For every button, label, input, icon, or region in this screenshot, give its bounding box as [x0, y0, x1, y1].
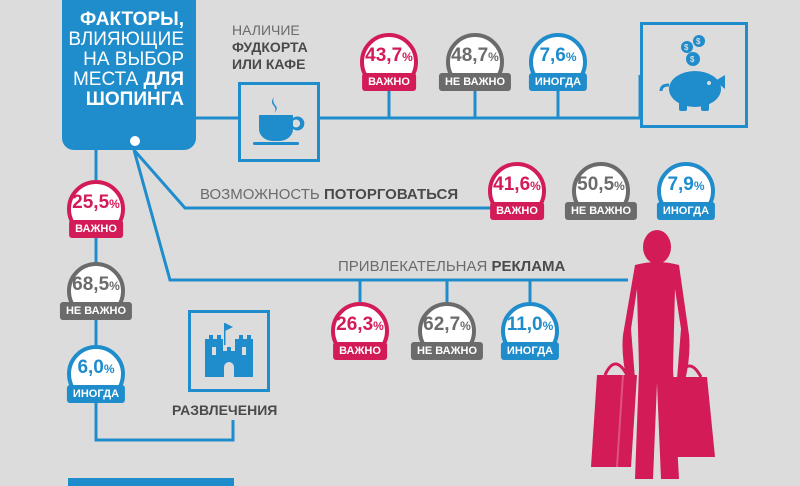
bargain-icon-frame: $ $ $ [640, 22, 748, 128]
fun-important-value: 25,5 [72, 192, 110, 213]
bargain-sometimes-bubble: 7,9% ИНОГДА [656, 162, 716, 220]
fun-not-important-bubble: 68,5% НЕ ВАЖНО [59, 262, 133, 320]
bargain-label: ВОЗМОЖНОСТЬ ПОТОРГОВАТЬСЯ [200, 186, 458, 203]
bargain-sometimes-unit: % [693, 179, 705, 193]
bargain-sometimes-tag: ИНОГДА [656, 202, 716, 220]
fun-important-tag: ВАЖНО [69, 220, 123, 238]
bargain-sometimes-value: 7,9 [667, 174, 694, 195]
coffee-cup-icon [253, 97, 305, 145]
svg-text:$: $ [684, 43, 689, 52]
fun-sometimes-bubble: 6,0% ИНОГДА [66, 345, 126, 403]
bargain-important-tag: ВАЖНО [490, 202, 544, 220]
ads-label-a: ПРИВЛЕКАТЕЛЬНАЯ [338, 258, 492, 275]
food-not-important-tag: НЕ ВАЖНО [438, 73, 512, 91]
bargain-label-a: ВОЗМОЖНОСТЬ [200, 186, 324, 203]
shopper-with-bags-icon [591, 230, 715, 479]
food-not-important-value: 48,7 [451, 45, 489, 66]
food-not-important-unit: % [488, 50, 499, 64]
food-important-unit: % [402, 50, 413, 64]
title-line4a: МЕСТА [72, 69, 144, 90]
ads-label-b: РЕКЛАМА [491, 258, 566, 275]
title-dot [130, 136, 140, 146]
bargain-not-important-tag: НЕ ВАЖНО [564, 202, 638, 220]
food-sometimes-tag: ИНОГДА [528, 73, 588, 91]
fun-not-important-value: 68,5 [72, 274, 110, 295]
ads-sometimes-bubble: 11,0% ИНОГДА [500, 302, 560, 360]
ads-important-bubble: 26,3% ВАЖНО [331, 302, 389, 360]
bargain-label-b: ПОТОРГОВАТЬСЯ [323, 186, 459, 203]
ads-not-important-bubble: 62,7% НЕ ВАЖНО [410, 302, 484, 360]
bargain-important-value: 41,6 [493, 174, 531, 195]
title-line1: ФАКТОРЫ, [80, 9, 184, 30]
food-sometimes-bubble: 7,6% ИНОГДА [528, 33, 588, 91]
title-box: ФАКТОРЫ, ВЛИЯЮЩИЕ НА ВЫБОР МЕСТА ДЛЯ ШОП… [62, 0, 196, 150]
bargain-important-bubble: 41,6% ВАЖНО [488, 162, 546, 220]
food-important-tag: ВАЖНО [362, 73, 416, 91]
castle-icon [205, 323, 253, 377]
fun-not-important-unit: % [109, 279, 120, 293]
fun-sometimes-tag: ИНОГДА [66, 385, 126, 403]
ads-important-value: 26,3 [336, 314, 374, 335]
title-line4b: ДЛЯ [143, 69, 184, 90]
title-line2: ВЛИЯЮЩИЕ [68, 29, 184, 50]
food-label-a: НАЛИЧИЕ [232, 22, 300, 38]
food-label-c: ИЛИ КАФЕ [232, 56, 306, 72]
fun-icon-frame [188, 310, 270, 392]
ads-sometimes-tag: ИНОГДА [500, 342, 560, 360]
bargain-not-important-value: 50,5 [577, 174, 615, 195]
bargain-important-unit: % [530, 179, 541, 193]
food-important-bubble: 43,7% ВАЖНО [360, 33, 418, 91]
svg-text:$: $ [690, 55, 695, 64]
ads-important-unit: % [373, 319, 384, 333]
title-line5: ШОПИНГА [85, 89, 184, 110]
food-label: НАЛИЧИЕ ФУДКОРТА ИЛИ КАФЕ [232, 22, 308, 73]
ads-sometimes-unit: % [542, 319, 554, 333]
ads-not-important-tag: НЕ ВАЖНО [410, 342, 484, 360]
food-label-b: ФУДКОРТА [232, 39, 308, 55]
fun-label: РАЗВЛЕЧЕНИЯ [172, 402, 278, 418]
food-icon-frame [238, 82, 320, 162]
ads-sometimes-value: 11,0 [506, 314, 543, 335]
food-important-value: 43,7 [365, 45, 403, 66]
fun-important-bubble: 25,5% ВАЖНО [67, 180, 125, 238]
piggy-bank-icon: $$$ [659, 35, 725, 111]
food-sometimes-unit: % [565, 50, 577, 64]
title-line3: НА ВЫБОР [83, 49, 184, 70]
food-not-important-bubble: 48,7% НЕ ВАЖНО [438, 33, 512, 91]
fun-important-unit: % [109, 197, 120, 211]
fun-not-important-tag: НЕ ВАЖНО [59, 302, 133, 320]
fun-sometimes-value: 6,0 [77, 357, 104, 378]
svg-text:$: $ [696, 37, 701, 46]
ads-not-important-unit: % [460, 319, 471, 333]
ads-not-important-value: 62,7 [423, 314, 461, 335]
fun-sometimes-unit: % [103, 362, 115, 376]
food-sometimes-value: 7,6 [539, 45, 566, 66]
ads-important-tag: ВАЖНО [333, 342, 387, 360]
bargain-not-important-unit: % [614, 179, 625, 193]
bargain-not-important-bubble: 50,5% НЕ ВАЖНО [564, 162, 638, 220]
ads-label: ПРИВЛЕКАТЕЛЬНАЯ РЕКЛАМА [338, 258, 565, 275]
